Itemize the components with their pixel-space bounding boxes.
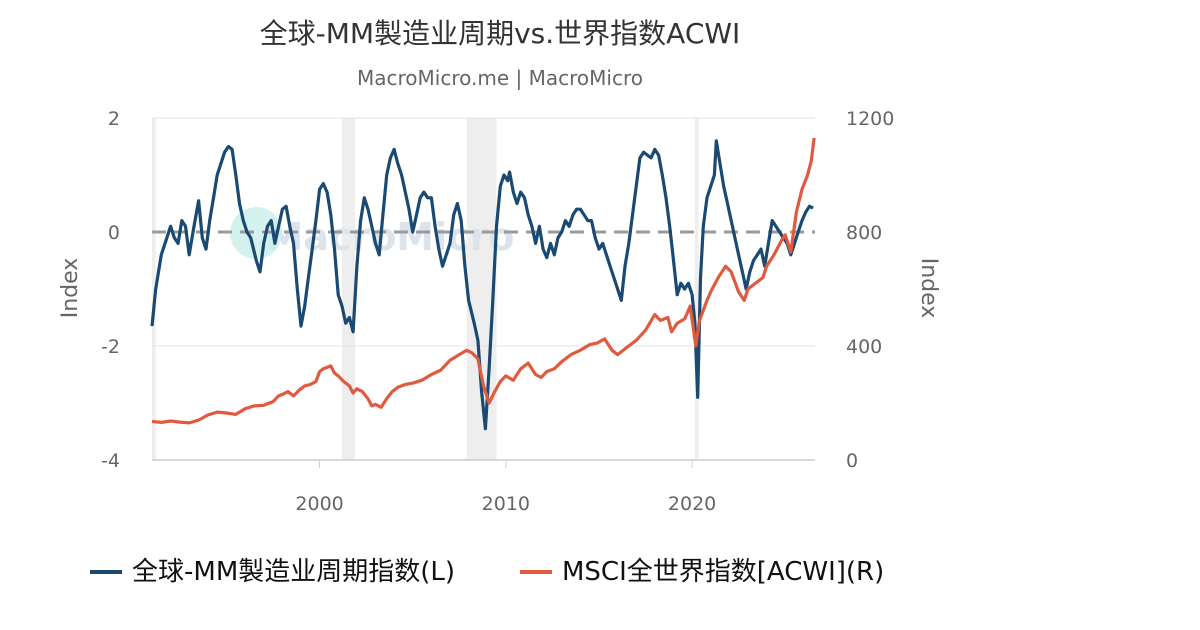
- x-tick-label: 2010: [482, 493, 530, 515]
- chart-subtitle: MacroMicro.me | MacroMicro: [357, 66, 643, 90]
- y-right-axis-label: Index: [916, 258, 941, 319]
- series-lines: [150, 137, 816, 431]
- y-right-tick-label: 0: [846, 450, 858, 472]
- tick-labels: -4 -2 0 2 0 400 800 1200 2000 2010 2020: [101, 108, 894, 515]
- recession-band-1: [341, 118, 355, 460]
- y-left-tick-label: 0: [108, 222, 120, 244]
- x-tick-label: 2020: [668, 493, 716, 515]
- y-left-tick-label: 2: [108, 108, 120, 130]
- y-left-tick-label: -2: [101, 336, 120, 358]
- recession-band-3: [694, 118, 699, 460]
- legend: 全球-MM製造业周期指数(L) MSCI全世界指数[ACWI](R): [90, 557, 884, 587]
- y-right-tick-label: 800: [846, 222, 882, 244]
- y-left-tick-label: -4: [101, 450, 120, 472]
- series-line-left: [150, 139, 814, 431]
- legend-label-left-series: 全球-MM製造业周期指数(L): [132, 557, 455, 587]
- chart-title: 全球-MM製造业周期vs.世界指数ACWI: [260, 17, 741, 50]
- gridlines: [152, 117, 815, 468]
- x-tick-label: 2000: [295, 493, 343, 515]
- y-right-tick-label: 400: [846, 336, 882, 358]
- y-left-axis-label: Index: [58, 258, 83, 319]
- watermark: MacroMicro: [265, 215, 514, 259]
- recession-band-0: [152, 118, 156, 460]
- series-line-right: [151, 137, 816, 425]
- legend-label-right-series: MSCI全世界指数[ACWI](R): [562, 557, 884, 587]
- y-right-tick-label: 1200: [846, 108, 894, 130]
